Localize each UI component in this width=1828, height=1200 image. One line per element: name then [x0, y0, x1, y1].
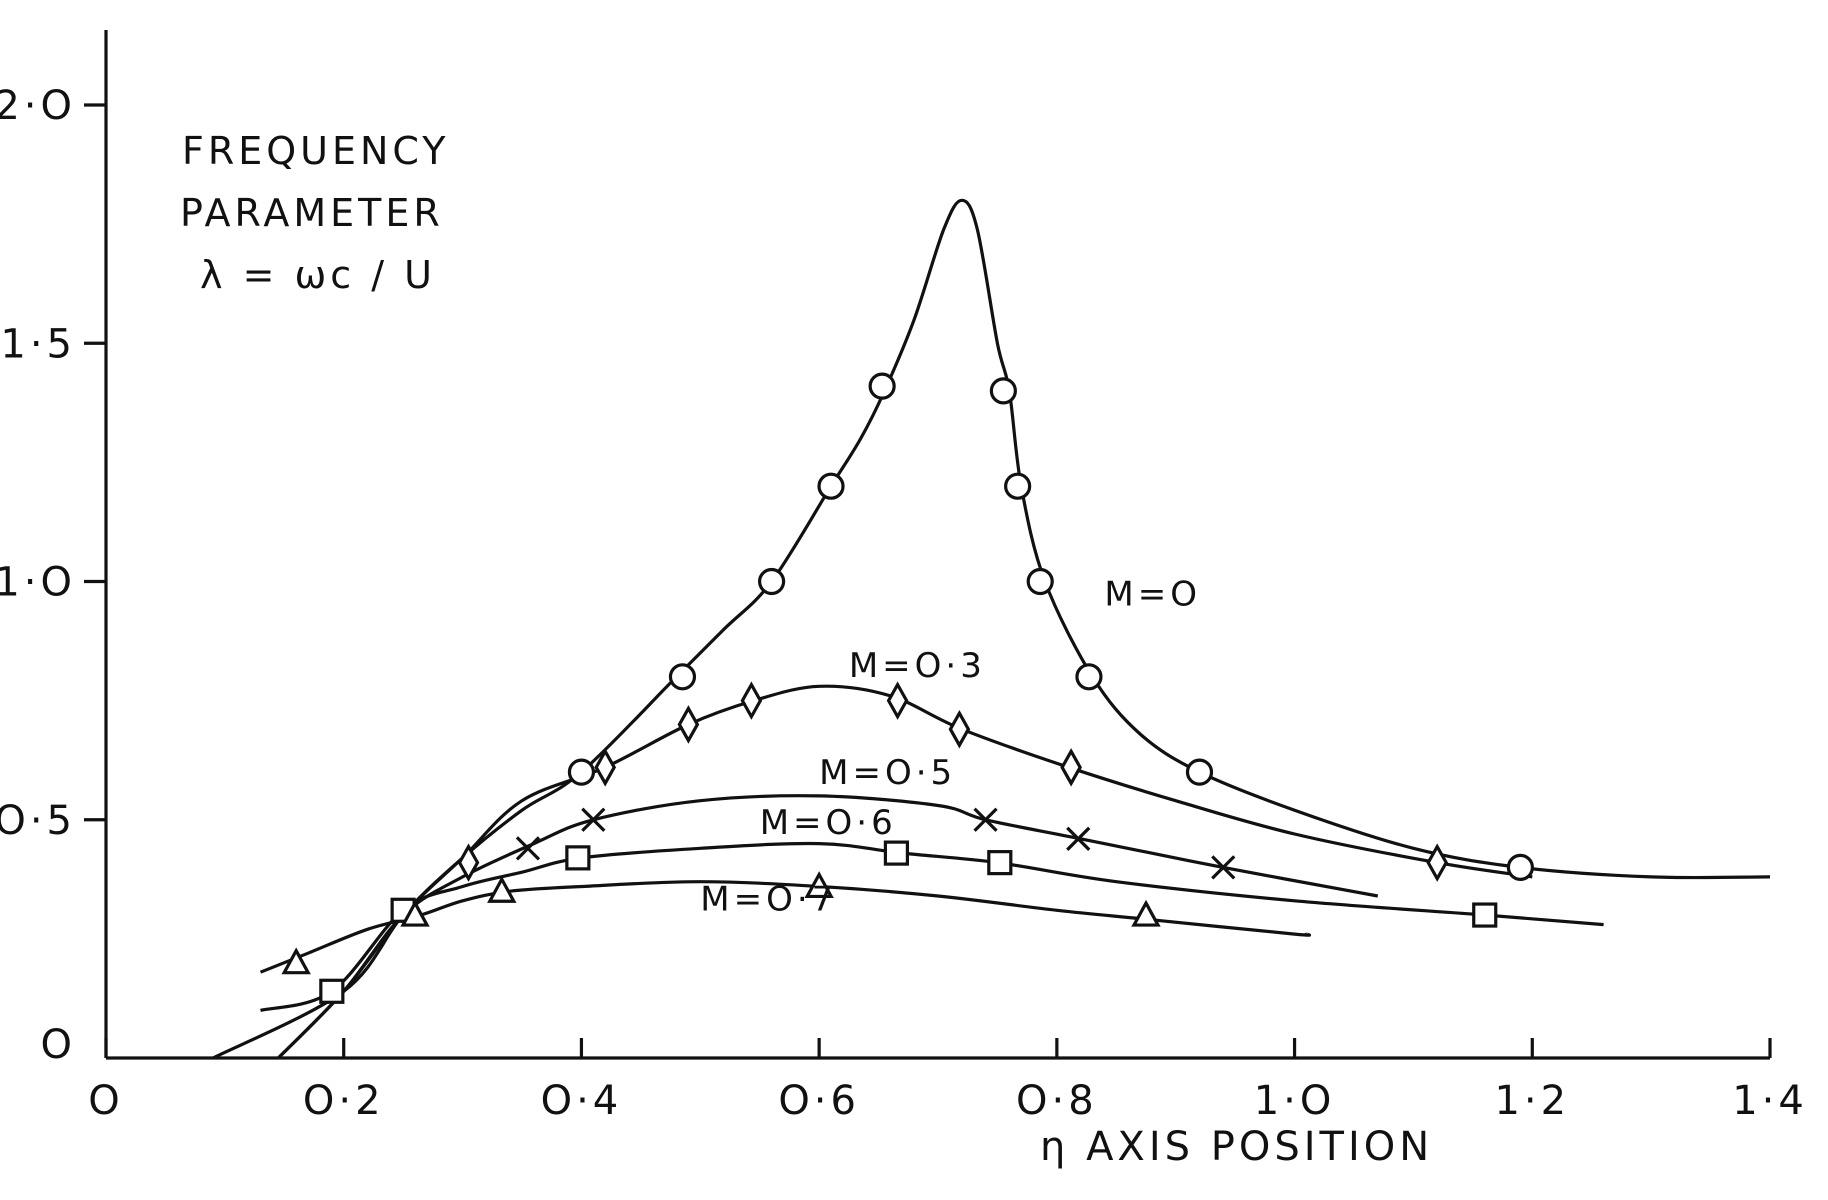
data-point-diamond: [677, 705, 700, 744]
data-point-diamond: [886, 681, 909, 720]
data-point-circle: [817, 472, 845, 500]
x-tick-label: O·2: [303, 1078, 385, 1124]
data-point-circle: [668, 663, 697, 691]
data-point-diamond: [594, 748, 617, 787]
series-label: M=O·7: [700, 879, 837, 919]
data-point-circle: [989, 377, 1017, 405]
y-axis-title-line-3: λ = ωc / U: [200, 253, 436, 297]
data-point-circle: [1004, 472, 1032, 500]
x-tick-label: O·6: [778, 1078, 860, 1124]
data-point-square: [883, 840, 910, 866]
data-point-square: [565, 845, 591, 871]
data-point-diamond: [457, 843, 480, 882]
data-point-circle: [868, 372, 896, 400]
data-point-diamond: [1426, 843, 1449, 882]
y-axis-title-line-1: FREQUENCY: [182, 129, 450, 173]
x-tick-label: O·8: [1016, 1078, 1098, 1124]
data-point-diamond: [948, 709, 971, 749]
axis-ticks: O O·2 O·4 O·6 O·8 1·O 1·2 1·4 O O·5 1·O 1·5 2·O: [0, 83, 1808, 1124]
data-point-circle: [1185, 758, 1214, 786]
series-curves: [212, 198, 1771, 1060]
data-point-cross: [973, 807, 998, 832]
y-axis-title-line-2: PARAMETER: [180, 191, 444, 235]
axes: [104, 30, 1770, 1060]
x-tick-label: 1·2: [1494, 1078, 1570, 1124]
data-point-triangle: [804, 871, 834, 899]
data-point-triangle: [1131, 899, 1161, 927]
y-tick-label: 2·O: [0, 83, 76, 129]
x-axis-title: η AXIS POSITION: [1040, 1124, 1433, 1170]
data-point-triangle: [281, 947, 311, 975]
series-line-0: [212, 198, 1771, 1060]
data-point-circle: [757, 567, 786, 596]
data-point-diamond: [740, 681, 763, 720]
x-tick-label: 1·O: [1254, 1078, 1336, 1124]
data-point-cross: [1211, 855, 1236, 880]
data-point-triangle: [487, 875, 517, 903]
x-tick-label: O: [88, 1078, 123, 1124]
data-point-cross: [515, 836, 541, 861]
data-point-triangle: [400, 899, 430, 927]
series-annotations: M=O M=O·3 M=O·5 M=O·6 M=O·7: [700, 574, 1201, 919]
series-line-1: [277, 684, 1533, 1060]
series-label: M=O·3: [849, 646, 986, 686]
y-tick-label: O: [41, 1022, 76, 1068]
series-line-3: [260, 841, 1604, 1012]
data-point-square: [987, 850, 1013, 876]
series-label: M=O: [1104, 574, 1201, 614]
series-label: M=O·6: [760, 803, 897, 843]
data-point-cross: [1066, 826, 1091, 851]
data-point-circle: [1075, 663, 1103, 691]
data-point-square: [1472, 902, 1498, 928]
data-point-square: [319, 978, 345, 1004]
x-tick-label: 1·4: [1732, 1078, 1808, 1124]
series-markers: [281, 372, 1535, 1004]
y-tick-label: 1·5: [0, 321, 76, 367]
y-tick-label: 1·O: [0, 560, 76, 606]
series-label: M=O·5: [819, 753, 956, 793]
x-tick-label: O·4: [541, 1078, 623, 1124]
y-tick-label: O·5: [0, 798, 76, 844]
data-point-circle: [1026, 567, 1054, 596]
data-point-circle: [1506, 853, 1535, 882]
data-point-circle: [567, 758, 596, 786]
data-point-diamond: [1060, 748, 1082, 787]
data-point-cross: [581, 807, 606, 832]
